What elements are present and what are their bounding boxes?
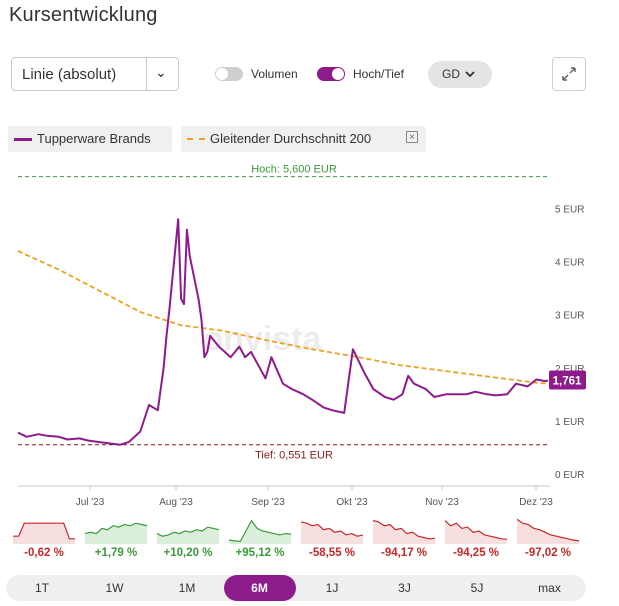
sparkline-line xyxy=(300,521,364,537)
performance-tile-1W[interactable]: +1,79 % xyxy=(84,516,148,562)
x-tick-label: Okt '23 xyxy=(336,497,368,508)
chart-type-select[interactable]: Linie (absolut) ⌄ xyxy=(11,57,179,91)
x-tick-label: Aug '23 xyxy=(159,497,193,508)
y-tick-label: 1 EUR xyxy=(555,417,584,428)
period-button-max[interactable]: max xyxy=(538,581,561,595)
performance-value: +1,79 % xyxy=(94,547,138,559)
period-button-1J[interactable]: 1J xyxy=(325,581,339,595)
page-title: Kursentwicklung xyxy=(9,4,158,26)
high-label: Hoch: 5,600 EUR xyxy=(251,164,337,176)
last-value-box xyxy=(549,370,586,390)
performance-tile-6M[interactable]: +95,12 % xyxy=(228,516,292,562)
gd-dropdown-button[interactable]: GD xyxy=(428,61,492,88)
performance-value: -94,25 % xyxy=(452,547,500,559)
y-tick-label: 2 EUR xyxy=(555,364,584,375)
legend-moving-average[interactable]: Gleitender Durchschnitt 200 × xyxy=(181,126,426,152)
sparkline-line xyxy=(444,520,508,540)
performance-tile-3J[interactable]: -94,17 % xyxy=(372,516,436,562)
y-tick-label: 0 EUR xyxy=(555,470,584,481)
sparkline xyxy=(300,521,364,544)
period-selector: 1T 1W 1M 6M 1J 3J 5J max xyxy=(6,575,586,601)
legend-ma-label: Gleitender Durchschnitt 200 xyxy=(210,131,372,146)
series-swatch xyxy=(14,138,32,141)
performance-value: -94,17 % xyxy=(380,547,428,559)
period-button-6M[interactable]: 6M xyxy=(223,575,296,601)
moving-average-line xyxy=(17,250,549,385)
y-tick-label: 5 EUR xyxy=(555,205,584,216)
sparkline-area xyxy=(13,523,75,544)
period-button-1W[interactable]: 1W xyxy=(105,581,124,595)
chevron-down-icon[interactable]: ⌄ xyxy=(155,64,167,80)
sparkline-line xyxy=(228,519,292,543)
sparkline-line xyxy=(372,520,436,540)
highlow-toggle[interactable] xyxy=(317,67,345,81)
sparkline-line xyxy=(13,522,75,540)
price-line xyxy=(17,218,549,446)
x-tick-label: Sep '23 xyxy=(251,497,285,508)
expand-icon xyxy=(562,67,576,81)
y-tick-label: 4 EUR xyxy=(555,258,584,269)
fullscreen-button[interactable] xyxy=(552,57,586,91)
performance-value: -97,02 % xyxy=(524,547,572,559)
toggle-knob xyxy=(332,68,344,80)
performance-tile-1M[interactable]: +10,20 % xyxy=(156,516,220,562)
period-button-3J[interactable]: 3J xyxy=(398,581,411,595)
legend-series[interactable]: Tupperware Brands xyxy=(8,126,172,152)
performance-value: -58,55 % xyxy=(308,547,356,559)
performance-tile-max[interactable]: -97,02 % xyxy=(516,516,580,562)
low-label: Tief: 0,551 EUR xyxy=(255,450,333,462)
performance-tile-1T[interactable]: -0,62 % xyxy=(13,516,75,562)
ma-swatch xyxy=(187,138,205,140)
sparkline-area xyxy=(85,523,147,544)
performance-value: +95,12 % xyxy=(235,547,285,559)
volume-label: Volumen xyxy=(251,67,298,81)
x-tick-label: Nov '23 xyxy=(425,497,459,508)
price-chart: onvista 0 EUR 1 EUR 2 EUR 3 EUR 4 EUR 5 EUR J… xyxy=(17,164,586,508)
performance-tile-1J[interactable]: -58,55 % xyxy=(300,516,364,562)
performance-tile-5J[interactable]: -94,25 % xyxy=(444,516,508,562)
performance-value: -0,62 % xyxy=(24,547,64,559)
sparkline-line xyxy=(516,518,580,542)
toggle-knob xyxy=(216,68,228,80)
sparkline-area xyxy=(301,521,363,544)
sparkline xyxy=(516,518,580,544)
chart-type-value: Linie (absolut) xyxy=(22,66,117,83)
last-value-badge: 1,761 xyxy=(549,370,586,390)
sparkline-area xyxy=(517,519,579,544)
y-tick-label: 3 EUR xyxy=(555,311,584,322)
period-button-1T[interactable]: 1T xyxy=(34,581,49,595)
sparkline xyxy=(84,522,148,544)
legend-series-label: Tupperware Brands xyxy=(37,131,151,146)
last-value-text: 1,761 xyxy=(553,375,582,387)
sparkline-line xyxy=(156,526,220,537)
sparkline-area xyxy=(229,520,291,544)
volume-toggle[interactable] xyxy=(215,67,243,81)
select-divider xyxy=(146,58,147,90)
performance-value: +10,20 % xyxy=(163,547,213,559)
period-button-5J[interactable]: 5J xyxy=(470,581,484,595)
sparkline xyxy=(372,520,436,544)
sparkline-area xyxy=(373,520,435,544)
x-tick-label: Jul '23 xyxy=(76,497,105,508)
period-button-1M[interactable]: 1M xyxy=(178,581,196,595)
chart-watermark: onvista xyxy=(202,320,322,358)
gd-label: GD xyxy=(442,67,460,81)
chevron-down-icon xyxy=(465,71,475,78)
sparkline-area xyxy=(445,520,507,544)
sparkline-area xyxy=(157,527,219,544)
sparkline-line xyxy=(84,522,148,535)
sparkline xyxy=(228,519,292,544)
sparkline xyxy=(13,522,75,544)
highlow-label: Hoch/Tief xyxy=(353,67,404,81)
sparkline xyxy=(444,520,508,544)
x-tick-label: Dez '23 xyxy=(519,497,553,508)
sparkline xyxy=(156,526,220,544)
remove-ma-button[interactable]: × xyxy=(406,131,418,143)
